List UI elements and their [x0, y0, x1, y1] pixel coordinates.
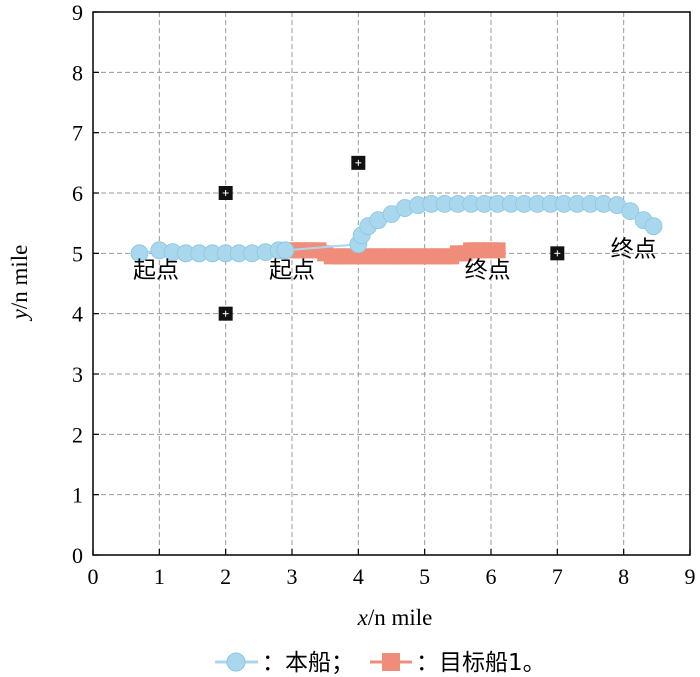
legend-label-target-ship: ：目标船1。 — [416, 650, 546, 676]
x-tick-label: 6 — [486, 564, 497, 589]
x-tick-label: 8 — [618, 564, 629, 589]
annotation-label: 起点 — [133, 257, 179, 283]
y-tick-label: 8 — [72, 60, 83, 85]
y-tick-label: 9 — [72, 0, 83, 25]
x-tick-label: 5 — [419, 564, 430, 589]
x-axis-ticks: 0 1 2 3 4 5 6 7 8 9 — [88, 549, 696, 589]
y-tick-label: 2 — [72, 422, 83, 447]
x-axis-title: x/n mile — [357, 605, 433, 630]
x-tick-label: 0 — [88, 564, 99, 589]
plot-area-frame — [92, 11, 691, 556]
x-axis-unit: /n mile — [368, 605, 433, 630]
annotation-label: 起点 — [269, 257, 315, 283]
y-tick-label: 5 — [72, 241, 83, 266]
y-axis-title: y/n mile — [7, 245, 32, 322]
y-tick-label: 1 — [72, 483, 83, 508]
y-tick-label: 3 — [72, 362, 83, 387]
annotation-label: 终点 — [611, 236, 657, 262]
y-axis-unit: /n mile — [7, 245, 32, 310]
grid-lines — [93, 12, 690, 555]
annotation-label: 终点 — [465, 257, 511, 283]
legend-marker-own-ship — [226, 652, 246, 672]
x-tick-label: 9 — [685, 564, 696, 589]
legend-marker-target-ship — [382, 653, 400, 671]
own-ship-point — [276, 241, 295, 260]
x-axis-variable: x — [357, 605, 369, 630]
series-layer — [130, 155, 663, 321]
legend-item-target-ship: ：目标船1。 — [370, 650, 546, 676]
x-tick-label: 2 — [220, 564, 231, 589]
y-tick-label: 7 — [72, 121, 83, 146]
y-tick-label: 0 — [72, 543, 83, 568]
x-tick-label: 4 — [353, 564, 364, 589]
y-axis-variable: y — [7, 308, 32, 321]
x-tick-label: 3 — [287, 564, 298, 589]
legend-item-own-ship: ：本船； — [215, 650, 354, 676]
legend-label-own-ship: ：本船； — [262, 650, 354, 676]
y-axis-ticks: 0 1 2 3 4 5 6 7 8 9 — [72, 0, 99, 568]
y-tick-label: 6 — [72, 181, 83, 206]
x-tick-label: 1 — [154, 564, 165, 589]
own-ship-point — [130, 244, 149, 263]
x-tick-label: 7 — [552, 564, 563, 589]
own-ship-point — [644, 217, 663, 236]
y-tick-label: 4 — [72, 302, 83, 327]
legend: ：本船； ：目标船1。 — [215, 650, 546, 676]
target-ship-point — [489, 242, 506, 259]
own-ship-point — [621, 202, 640, 221]
